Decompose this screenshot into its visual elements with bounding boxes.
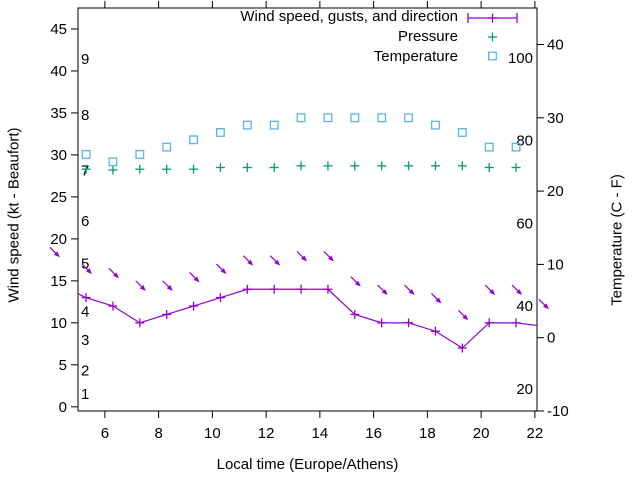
beaufort-label: 4	[81, 304, 89, 321]
x-tick-label: 8	[154, 425, 162, 442]
x-tick-label: 16	[365, 425, 382, 442]
y-left-tick-label: 40	[50, 63, 67, 80]
beaufort-label: 7	[81, 163, 89, 180]
temperature-point	[377, 113, 387, 123]
wind-arrow-head	[516, 289, 523, 296]
y-right-tick-label: 30	[547, 110, 564, 127]
legend-label-pressure: Pressure	[397, 28, 458, 45]
temperature-point	[108, 157, 118, 167]
wind-arrow-head	[220, 268, 227, 275]
temperature-point	[215, 128, 225, 137]
beaufort-label: 1	[81, 386, 89, 403]
wind-arrow-head	[193, 276, 200, 283]
x-tick-label: 12	[258, 425, 275, 442]
wind-arrow-head	[327, 255, 334, 262]
x-tick-label: 14	[312, 425, 329, 442]
wind-arrow-head	[166, 284, 173, 291]
wind-arrow-head	[112, 272, 119, 279]
y-left-tick-label: 5	[59, 357, 67, 374]
wind-arrow-head	[381, 289, 388, 296]
temperature-point	[457, 128, 467, 137]
x-tick-label: 18	[419, 425, 436, 442]
y-left-tick-label: 35	[50, 105, 67, 122]
beaufort-label: 8	[81, 107, 89, 124]
temperature-point	[323, 113, 333, 123]
beaufort-label: 6	[81, 213, 89, 230]
legend-label-wind: Wind speed, gusts, and direction	[240, 8, 458, 25]
y-right-tick-label: -10	[547, 403, 569, 420]
beaufort-label: 2	[81, 362, 89, 379]
wind-arrow-head	[354, 280, 361, 287]
y-left-tick-label: 20	[50, 231, 67, 248]
x-tick-label: 10	[204, 425, 221, 442]
y-left-axis-title: Wind speed (kt - Beaufort)	[5, 127, 23, 303]
x-tick-label: 22	[527, 425, 544, 442]
x-tick-label: 20	[473, 425, 490, 442]
temperature-point	[189, 135, 199, 145]
wind-arrow-head	[274, 259, 281, 266]
wind-arrow-head	[462, 314, 469, 321]
wind-speed-line	[78, 288, 537, 349]
y-left-tick-label: 10	[50, 315, 67, 332]
temperature-point	[296, 113, 306, 123]
temperature-point	[404, 113, 414, 123]
percent-label: 100	[508, 50, 533, 67]
y-right-tick-label: 20	[547, 183, 564, 200]
beaufort-label: 5	[81, 256, 89, 273]
y-left-tick-label: 15	[50, 273, 67, 290]
plot-border	[77, 7, 538, 412]
temperature-point	[135, 149, 145, 159]
y-left-tick-label: 0	[59, 399, 67, 416]
wind-arrow-head	[408, 289, 415, 296]
percent-label: 40	[516, 298, 533, 315]
temperature-point	[81, 149, 91, 159]
temperature-point	[269, 120, 279, 130]
wind-arrow-head	[86, 268, 93, 275]
percent-label: 20	[516, 381, 533, 398]
wind-arrow-head	[139, 284, 146, 291]
temperature-point	[484, 142, 494, 152]
temperature-point	[162, 142, 172, 152]
temperature-point	[511, 142, 521, 152]
y-left-tick-label: 45	[50, 21, 67, 38]
y-right-tick-label: 40	[547, 37, 564, 54]
percent-label: 60	[516, 215, 533, 232]
temperature-point	[430, 120, 440, 130]
beaufort-label: 3	[81, 332, 89, 349]
wind-arrow-head	[489, 289, 496, 296]
beaufort-label: 9	[81, 51, 89, 68]
wind-arrow-head	[435, 297, 442, 304]
wind-arrow-head	[53, 251, 60, 258]
x-axis-title: Local time (Europe/Athens)	[216, 456, 399, 473]
wind-arrow-head	[542, 303, 549, 310]
y-right-tick-label: 0	[547, 330, 555, 347]
wind-arrow-head	[301, 255, 308, 262]
y-right-tick-label: 10	[547, 256, 564, 273]
legend-temperature-marker	[488, 51, 497, 61]
y-left-tick-label: 30	[50, 147, 67, 164]
chart-legend: Wind speed, gusts, and direction Pressur…	[240, 7, 458, 67]
legend-label-temperature: Temperature	[373, 48, 458, 65]
y-right-axis-title: Temperature (C - F)	[608, 174, 626, 306]
wind-arrow-head	[247, 259, 254, 266]
temperature-point	[350, 113, 360, 123]
temperature-point	[242, 120, 252, 130]
x-tick-label: 6	[101, 425, 109, 442]
y-left-tick-label: 25	[50, 189, 67, 206]
percent-label: 80	[516, 133, 533, 150]
